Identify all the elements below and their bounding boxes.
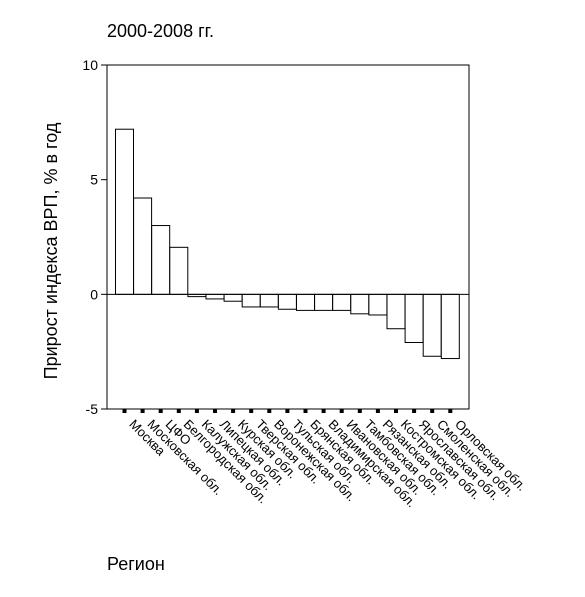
x-tick-mark [231,409,236,413]
x-tick-mark [122,409,127,413]
bar [133,197,153,295]
y-tick-label: 10 [82,57,98,73]
x-tick-mark [339,409,344,413]
bar [151,225,171,295]
x-tick-mark [249,409,254,413]
bar [115,128,134,295]
bar [332,293,352,311]
x-tick-mark [140,409,145,413]
bar [169,246,189,295]
x-axis-ticks [122,409,453,413]
y-axis-ticks: -5 0 5 10 [82,57,107,417]
bar [296,293,315,311]
bar [368,293,388,316]
bar [404,293,424,343]
x-tick-mark [213,409,217,413]
x-tick-mark [194,409,199,413]
bar [422,293,442,357]
x-tick-mark [158,409,163,413]
bars-group [115,128,460,360]
x-tick-mark [267,409,272,413]
y-tick-label: 5 [90,172,98,188]
y-tick-label: -5 [86,401,99,417]
x-tick-mark [285,409,290,413]
x-tick-mark [448,409,453,413]
chart-title: 2000-2008 гг. [107,21,214,41]
x-tick-mark [375,409,380,413]
x-tick-mark [394,409,398,413]
x-tick-mark [321,409,326,413]
bar [314,293,334,311]
bar [350,293,370,315]
x-tick-mark [303,409,308,413]
x-tick-mark [357,409,362,413]
bar [440,293,460,360]
bar [241,293,261,308]
y-tick-label: 0 [90,286,98,302]
bar [205,293,225,300]
x-tick-mark [412,409,417,413]
x-tick-mark [430,409,435,413]
x-axis-label: Регион [107,554,165,574]
bar [223,293,243,302]
bar [386,293,406,330]
bar [277,293,297,310]
y-axis-label: Прирост индекса ВРП, % в год [41,122,61,379]
x-tick-mark [176,409,181,413]
bar [259,293,279,308]
